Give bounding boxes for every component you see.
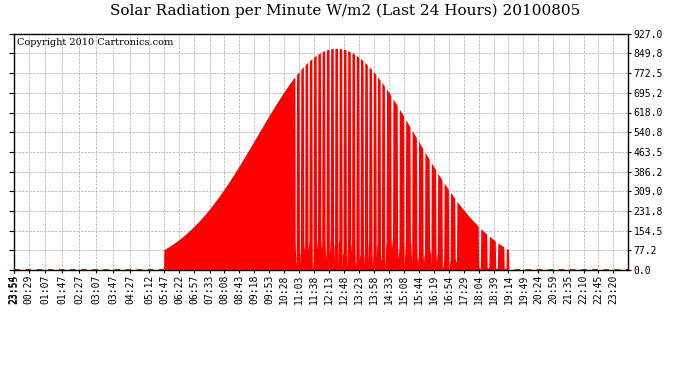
Text: Copyright 2010 Cartronics.com: Copyright 2010 Cartronics.com bbox=[17, 39, 173, 48]
Text: Solar Radiation per Minute W/m2 (Last 24 Hours) 20100805: Solar Radiation per Minute W/m2 (Last 24… bbox=[110, 4, 580, 18]
